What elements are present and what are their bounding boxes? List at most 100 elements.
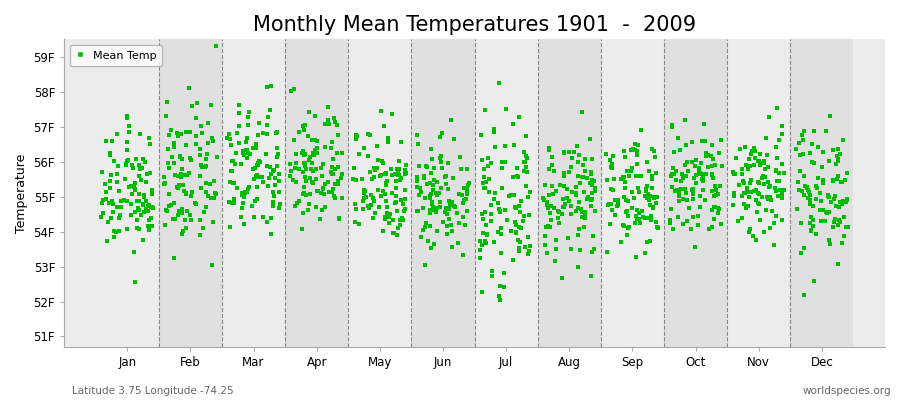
Point (627, 220, 642, 226)
Point (188, 201, 202, 208)
Point (139, 198, 153, 205)
Point (174, 130, 188, 137)
Point (308, 137, 322, 144)
Point (410, 178, 424, 184)
Point (224, 168, 238, 174)
Point (266, 189, 280, 195)
Point (804, 228, 818, 234)
Point (251, 132, 266, 138)
Point (806, 160, 821, 166)
Point (356, 206, 370, 212)
Point (507, 174, 521, 180)
Point (318, 180, 332, 187)
Point (316, 186, 330, 192)
Point (578, 156, 592, 162)
Point (187, 200, 202, 206)
Point (95, 210, 110, 216)
Point (266, 167, 281, 174)
Point (605, 165, 619, 172)
Point (349, 176, 364, 183)
Point (778, 170, 792, 176)
Point (235, 204, 249, 211)
Point (749, 187, 763, 194)
Point (702, 226, 716, 232)
Point (585, 196, 599, 202)
Point (769, 213, 783, 220)
Point (573, 247, 588, 254)
Point (103, 151, 117, 158)
Point (313, 216, 328, 222)
Point (380, 204, 394, 210)
Point (381, 138, 395, 145)
Point (608, 196, 622, 203)
Point (362, 205, 376, 211)
Point (536, 197, 551, 204)
Point (326, 156, 340, 162)
Point (434, 159, 448, 165)
Point (741, 203, 755, 210)
Point (816, 177, 831, 183)
Point (512, 224, 526, 231)
Point (294, 150, 309, 157)
Point (736, 190, 751, 196)
Point (676, 175, 690, 181)
Y-axis label: Temperature: Temperature (15, 154, 28, 233)
Point (543, 224, 557, 230)
Point (562, 149, 576, 155)
Point (321, 121, 336, 128)
Point (513, 209, 527, 216)
Point (204, 102, 219, 108)
Point (824, 241, 838, 247)
Point (600, 202, 615, 208)
Point (696, 174, 710, 180)
Point (410, 208, 424, 214)
Point (452, 190, 466, 197)
Point (261, 183, 275, 190)
Point (835, 198, 850, 204)
Point (605, 161, 619, 167)
Point (643, 238, 657, 244)
Point (448, 204, 463, 210)
Point (549, 188, 563, 194)
Point (225, 200, 239, 207)
Point (813, 190, 827, 196)
Point (456, 200, 471, 206)
Point (790, 179, 805, 185)
Point (125, 162, 140, 168)
Point (800, 185, 814, 191)
Point (144, 204, 158, 211)
Point (135, 165, 149, 172)
Point (770, 104, 785, 111)
Point (133, 130, 148, 137)
Point (384, 171, 399, 178)
Point (587, 178, 601, 185)
Point (297, 152, 311, 158)
Point (352, 221, 366, 227)
Point (237, 194, 251, 200)
Point (705, 172, 719, 179)
Point (538, 241, 553, 248)
Point (260, 122, 274, 128)
Point (563, 211, 578, 218)
Point (761, 184, 776, 190)
Point (329, 122, 344, 128)
Point (438, 205, 453, 211)
Point (289, 160, 303, 166)
Point (395, 214, 410, 221)
Point (433, 198, 447, 205)
Point (499, 106, 513, 112)
Point (142, 135, 157, 141)
Point (478, 107, 492, 113)
Point (251, 162, 266, 168)
Point (193, 152, 207, 158)
Point (701, 152, 716, 158)
Point (803, 150, 817, 156)
Point (392, 172, 406, 178)
Point (482, 155, 496, 161)
Point (557, 204, 572, 210)
Point (376, 122, 391, 129)
Point (665, 121, 680, 128)
Point (577, 224, 591, 230)
Point (510, 172, 525, 179)
Point (321, 117, 336, 123)
